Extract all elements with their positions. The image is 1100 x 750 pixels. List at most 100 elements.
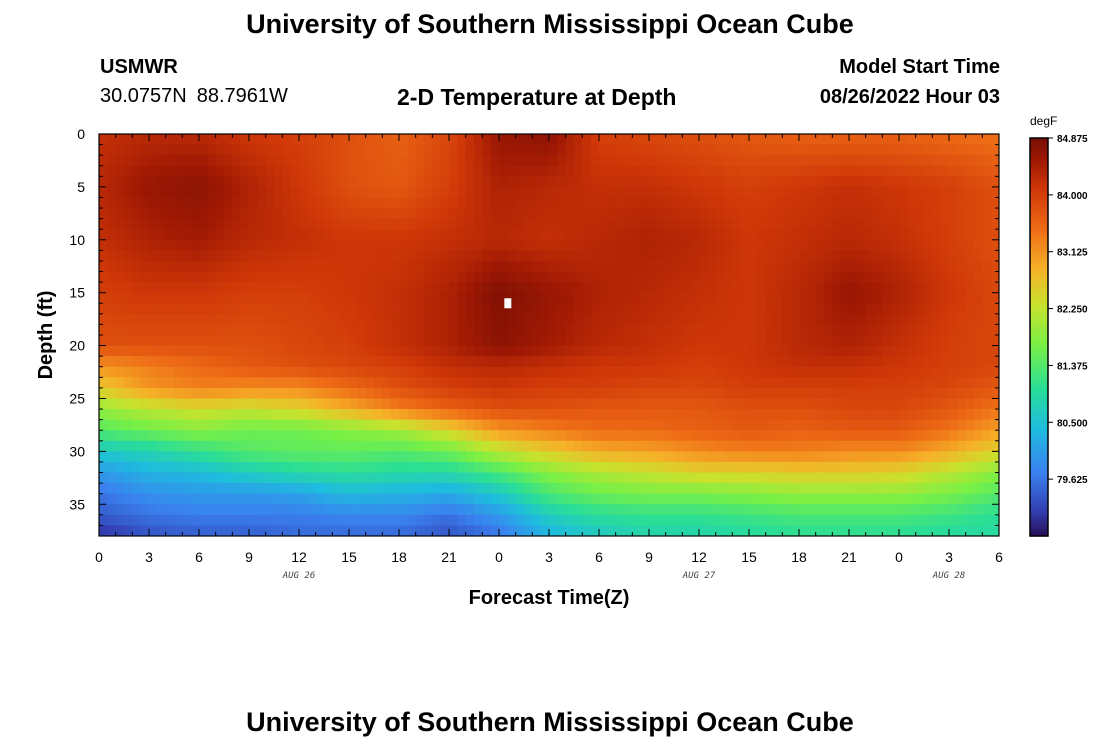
heatmap-cell [974,525,983,536]
heatmap-cell [790,493,800,505]
heatmap-cell [124,472,133,484]
heatmap-cell [574,176,583,188]
heatmap-cell [940,440,950,452]
station-name: USMWR [100,56,178,78]
heatmap-cell [807,134,817,146]
heatmap-cell [265,451,275,463]
heatmap-cell [407,250,417,262]
heatmap-cell [657,218,667,230]
heatmap-cell [365,292,375,304]
heatmap-cell [357,186,367,199]
heatmap-cell [449,409,458,421]
heatmap-cell [240,493,250,505]
heatmap-cell [765,197,775,209]
heatmap-cell [374,493,383,505]
heatmap-cell [849,313,858,326]
heatmap-cell [274,409,283,421]
heatmap-cell [532,472,542,484]
heatmap-cell [840,483,850,495]
heatmap-cell [674,514,683,527]
heatmap-cell [324,419,333,431]
heatmap-cell [824,250,833,262]
heatmap-cell [907,292,917,304]
heatmap-cell [632,366,642,378]
colorbar-swatch [1030,434,1048,438]
heatmap-cell [549,483,558,495]
heatmap-cell [624,218,633,230]
heatmap-cell [99,271,108,283]
heatmap-cell [532,134,542,146]
heatmap-cell [424,451,433,463]
heatmap-cell [399,176,408,188]
heatmap-cell [440,313,450,326]
heatmap-cell [174,282,183,294]
heatmap-cell [724,440,733,452]
heatmap-cell [857,387,867,400]
heatmap-cell [582,472,592,484]
heatmap-cell [649,409,658,421]
heatmap-cell [315,504,325,516]
heatmap-cell [149,440,158,452]
heatmap-cell [799,356,808,368]
heatmap-cell [332,303,342,315]
heatmap-cell [557,313,567,326]
heatmap-cell [932,377,942,389]
heatmap-cell [740,335,750,347]
heatmap-cell [782,483,792,495]
heatmap-cell [690,260,700,273]
heatmap-cell [865,303,875,315]
heatmap-cell [924,271,933,283]
heatmap-cell [532,292,542,304]
heatmap-cell [749,260,758,273]
heatmap-cell [599,155,608,167]
colorbar-swatch [1030,506,1048,510]
heatmap-cell [157,303,167,315]
heatmap-cell [415,144,425,156]
heatmap-cell [765,271,775,283]
heatmap-cell [665,134,675,146]
heatmap-cell [240,186,250,199]
heatmap-cell [132,218,142,230]
heatmap-cell [707,239,717,251]
heatmap-cell [540,430,550,442]
heatmap-cell [515,282,525,294]
heatmap-cell [590,377,600,389]
heatmap-cell [707,377,717,389]
heatmap-cell [974,409,983,421]
heatmap-cell [390,260,400,273]
heatmap-cell [899,155,908,167]
heatmap-cell [815,398,825,410]
heatmap-cell [707,356,717,368]
heatmap-cell [624,398,633,410]
heatmap-cell [365,387,375,400]
heatmap-cell [207,493,217,505]
page-title: University of Southern Mississippi Ocean… [246,9,854,39]
heatmap-cell [565,409,575,421]
heatmap-cell [782,525,792,536]
heatmap-cell [815,366,825,378]
heatmap-cell [799,461,808,474]
heatmap-cell [824,366,833,378]
heatmap-cell [824,514,833,527]
heatmap-cell [882,345,892,357]
heatmap-cell [715,387,725,400]
x-tick-label: 6 [195,549,203,565]
heatmap-cell [374,398,383,410]
heatmap-cell [665,366,675,378]
heatmap-cell [982,504,992,516]
heatmap-cell [640,483,650,495]
heatmap-cell [840,324,850,336]
heatmap-cell [590,303,600,315]
heatmap-cell [907,493,917,505]
heatmap-cell [757,165,767,177]
heatmap-cell [682,335,692,347]
heatmap-cell [990,451,999,463]
heatmap-cell [899,239,908,251]
heatmap-cell [374,155,383,167]
heatmap-cell [849,292,858,304]
heatmap-cell [565,303,575,315]
heatmap-cell [265,165,275,177]
heatmap-cell [590,134,600,146]
heatmap-cell [624,134,633,146]
heatmap-cell [382,356,392,368]
